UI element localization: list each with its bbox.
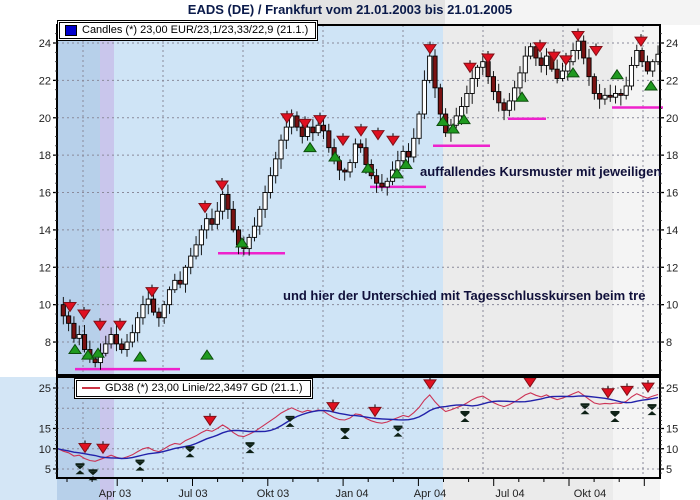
svg-text:10: 10 [39,300,51,312]
svg-text:5: 5 [666,464,672,476]
plot-frames [56,24,661,479]
page-title: EADS (DE) / Frankfurt vom 21.01.2003 bis… [187,2,513,17]
svg-text:8: 8 [45,337,51,349]
svg-text:8: 8 [666,337,672,349]
svg-text:Jan 04: Jan 04 [335,488,368,500]
svg-text:Apr 04: Apr 04 [414,488,446,500]
svg-text:25: 25 [666,383,678,395]
svg-text:12: 12 [666,262,678,274]
svg-text:Jul 04: Jul 04 [495,488,524,500]
svg-text:18: 18 [39,150,51,162]
svg-text:22: 22 [666,75,678,87]
candles-legend-swatch-icon [65,24,77,36]
svg-text:14: 14 [666,225,678,237]
svg-text:15: 15 [39,424,51,436]
gd38-legend-line-icon [82,387,100,389]
svg-text:24: 24 [39,38,51,50]
annotation-kursmuster: auffallendes Kursmuster mit jeweiligen [420,164,662,179]
svg-text:Okt 04: Okt 04 [574,488,606,500]
svg-text:15: 15 [666,424,678,436]
svg-text:5: 5 [45,464,51,476]
signal-markers-upper [63,28,658,362]
svg-text:18: 18 [666,150,678,162]
svg-text:Apr 03: Apr 03 [99,488,131,500]
svg-text:24: 24 [666,38,678,50]
svg-text:10: 10 [666,300,678,312]
svg-text:14: 14 [39,225,51,237]
axes: 24 24 22 22 20 20 18 18 16 16 14 14 12 12 10 10 8 8 25 25 15… [39,33,678,500]
gridlines [57,25,660,478]
svg-text:22: 22 [39,75,51,87]
svg-text:20: 20 [666,113,678,125]
upper-legend-label: Candles (*) 23,00 EUR/23,1/23,33/22,9 (2… [82,24,309,36]
lower-legend-label: GD38 (*) 23,00 Linie/22,3497 GD (21.1.) [105,382,303,394]
svg-text:Jul 03: Jul 03 [178,488,207,500]
lower-chart-legend: GD38 (*) 23,00 Linie/22,3497 GD (21.1.) [76,380,311,397]
svg-text:10: 10 [666,444,678,456]
svg-text:20: 20 [39,113,51,125]
upper-chart-legend: Candles (*) 23,00 EUR/23,1/23,33/22,9 (2… [59,22,317,39]
annotation-unterschied: und hier der Unterschied mit Tagesschlus… [283,288,646,303]
svg-text:16: 16 [39,188,51,200]
svg-text:Okt 03: Okt 03 [257,488,289,500]
svg-text:25: 25 [39,383,51,395]
svg-text:16: 16 [666,188,678,200]
lower-lines [57,390,659,462]
support-lines [75,106,663,371]
svg-text:12: 12 [39,262,51,274]
svg-text:10: 10 [39,444,51,456]
signal-markers-lower [75,374,657,481]
